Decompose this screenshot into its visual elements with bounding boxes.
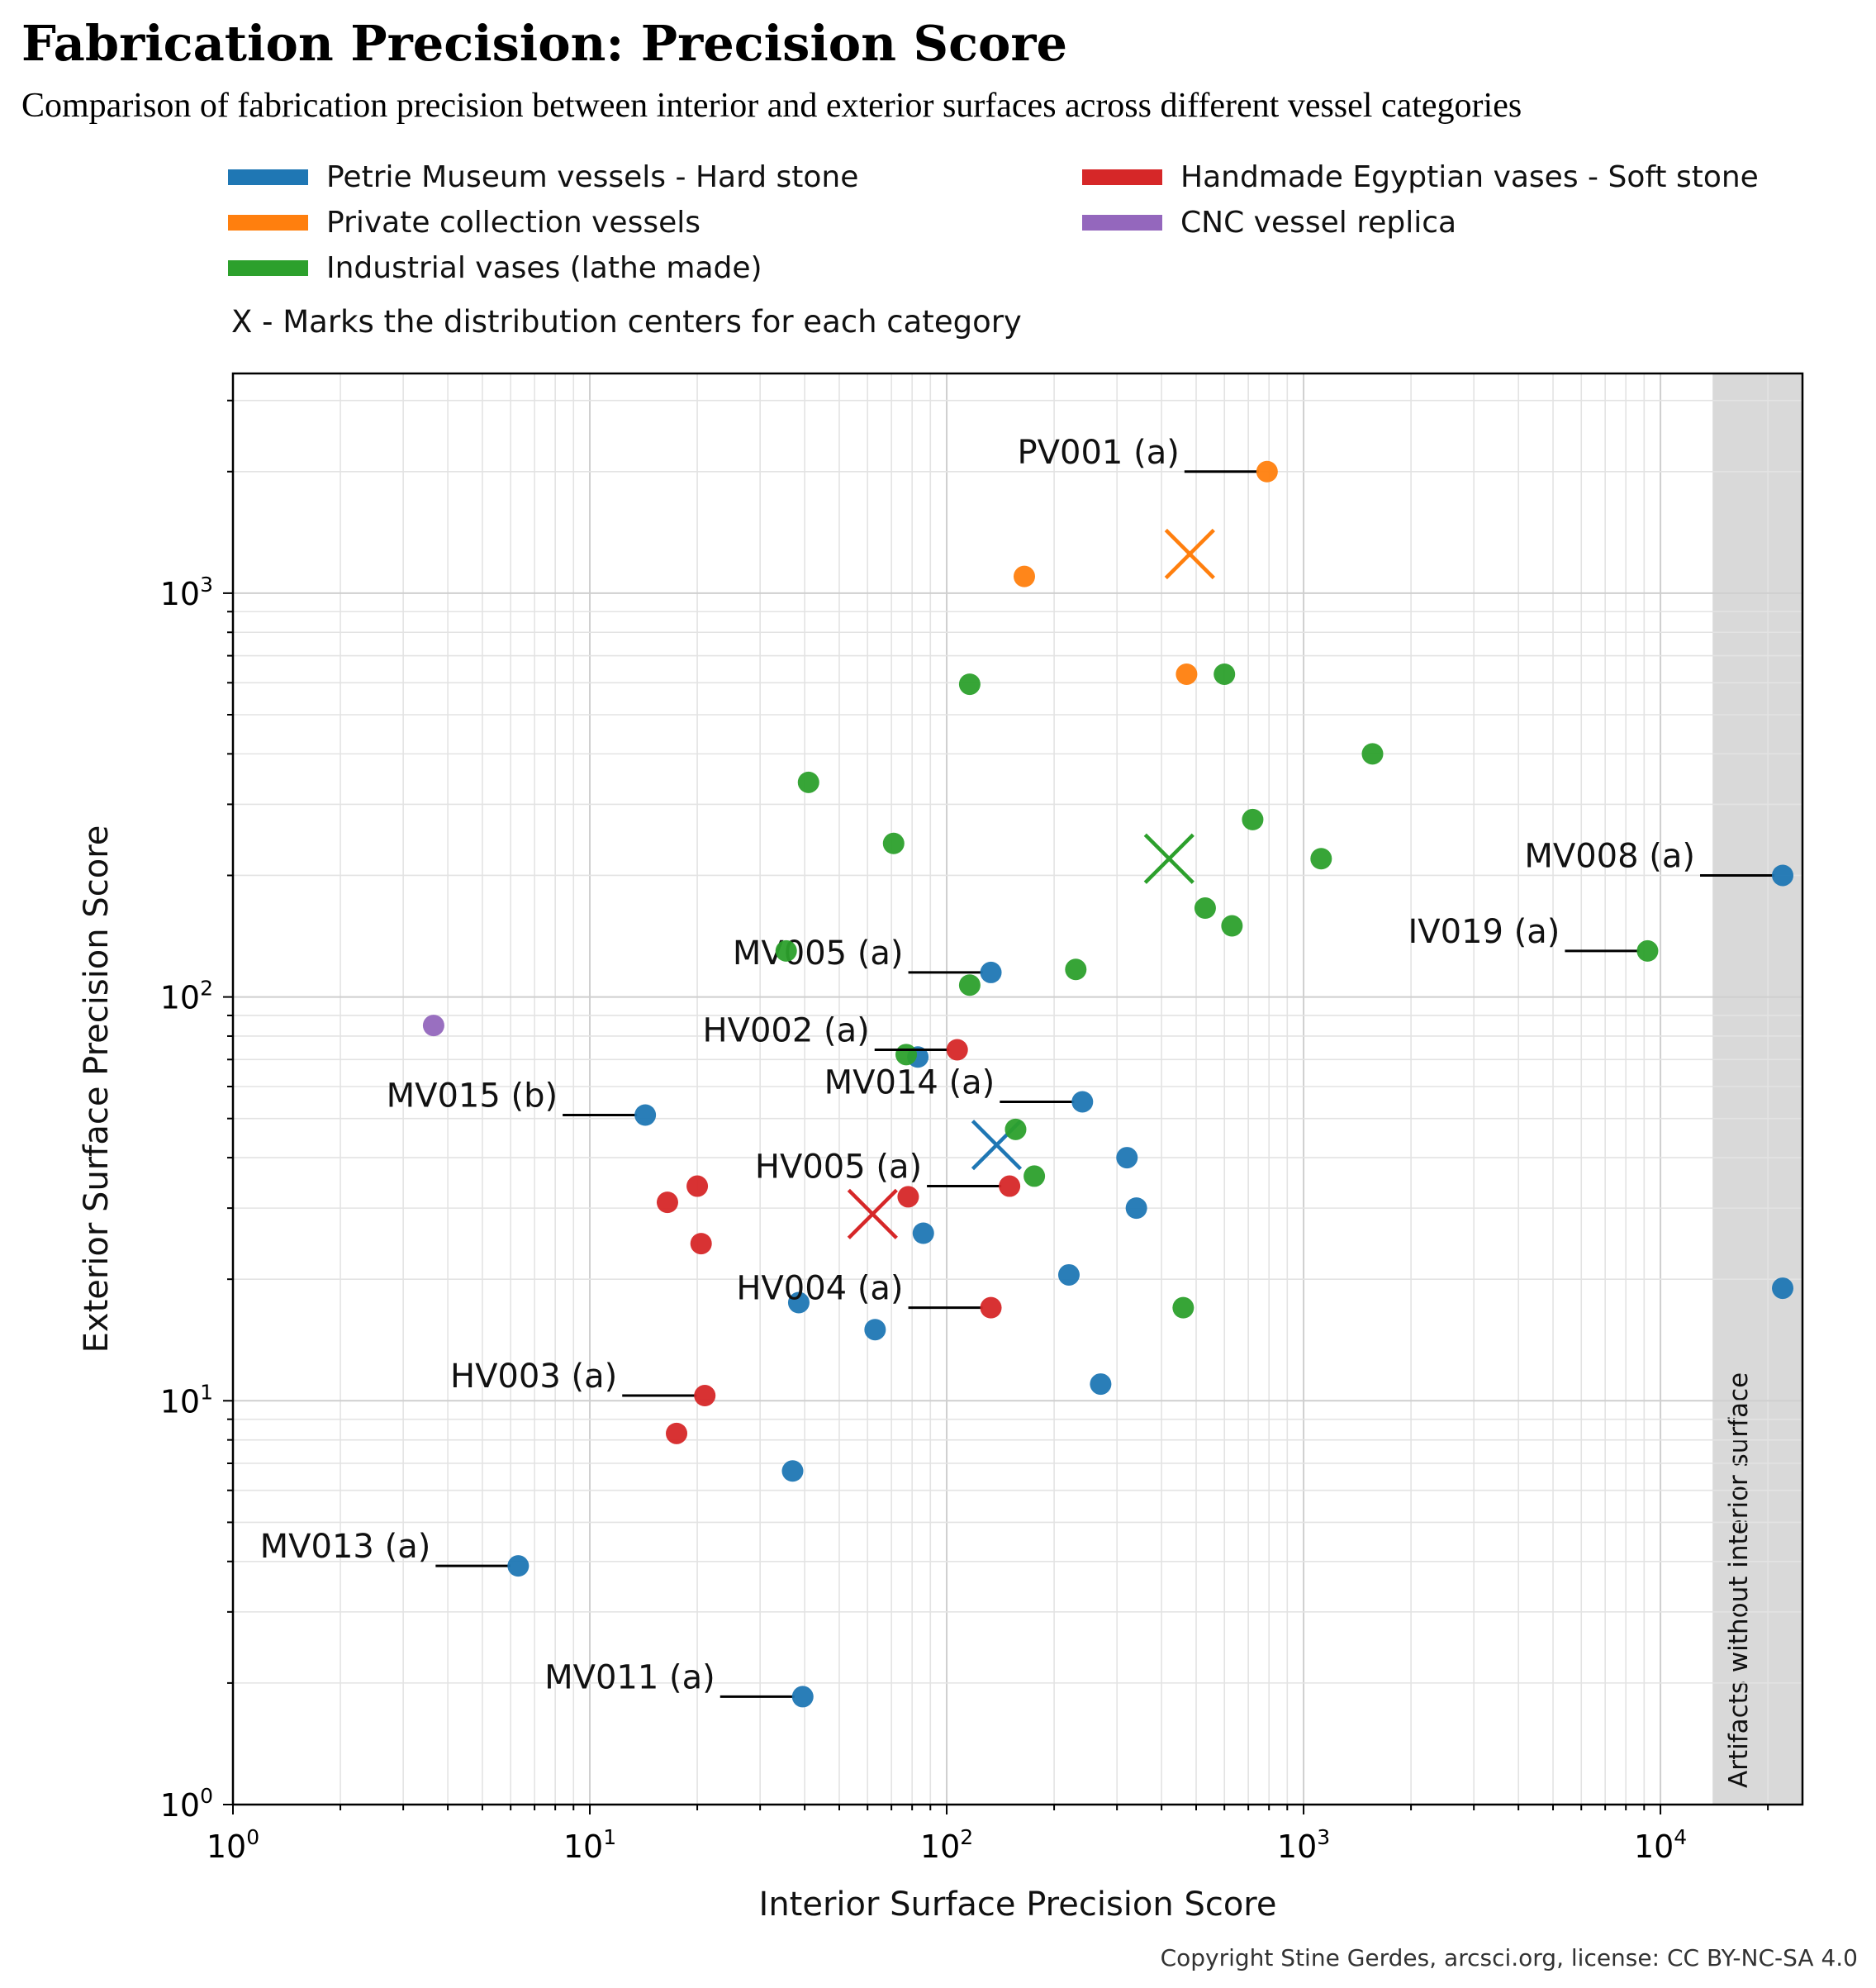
data-point	[694, 1385, 716, 1407]
point-label: HV004 (a)	[736, 1270, 903, 1308]
point-label: MV005 (a)	[733, 935, 904, 973]
point-label: MV011 (a)	[544, 1658, 715, 1696]
data-point	[882, 832, 905, 854]
legend-swatch-handmade	[1082, 169, 1162, 185]
point-label: MV015 (b)	[387, 1077, 558, 1115]
data-point	[1116, 1147, 1138, 1169]
legend-label-private: Private collection vessels	[326, 205, 701, 240]
plot-frame	[231, 372, 1804, 1806]
data-point	[666, 1422, 688, 1444]
legend-swatch-private	[228, 214, 308, 231]
data-point	[422, 1015, 444, 1037]
legend-item-petrie: Petrie Museum vessels - Hard stone	[228, 159, 859, 194]
data-point	[895, 1044, 918, 1066]
point-label: HV003 (a)	[450, 1358, 617, 1396]
data-point	[1213, 663, 1236, 685]
x-tick-label: 101	[563, 1825, 616, 1865]
center-marker	[1164, 528, 1215, 580]
y-axis-label: Exterior Surface Precision Score	[78, 825, 116, 1353]
data-point	[1194, 897, 1216, 920]
point-label: MV013 (a)	[260, 1528, 431, 1566]
data-point	[999, 1175, 1021, 1197]
data-point	[1125, 1197, 1147, 1220]
data-point	[980, 1296, 1002, 1319]
x-tick-label: 102	[920, 1825, 973, 1865]
data-point	[1256, 460, 1278, 483]
data-point	[797, 771, 819, 793]
legend-swatch-cnc	[1082, 214, 1162, 231]
data-point	[1361, 743, 1384, 765]
data-point	[1242, 808, 1264, 830]
y-tick-label: 101	[160, 1380, 213, 1420]
data-point	[1636, 939, 1659, 962]
data-point	[787, 1291, 810, 1314]
data-point	[686, 1175, 709, 1197]
data-point	[1004, 1118, 1027, 1140]
chart-title: Fabrication Precision: Precision Score	[21, 15, 1068, 72]
legend-label-handmade: Handmade Egyptian vases - Soft stone	[1180, 159, 1759, 194]
data-point	[507, 1555, 530, 1577]
data-point	[1772, 864, 1794, 887]
data-point	[1172, 1296, 1194, 1319]
data-point	[864, 1319, 886, 1341]
legend-swatch-petrie	[228, 169, 308, 185]
legend-item-private: Private collection vessels	[228, 205, 701, 240]
no-interior-band-label: Artifacts without interior surface	[1724, 1372, 1754, 1788]
data-point	[912, 1222, 934, 1244]
legend-item-cnc: CNC vessel replica	[1082, 205, 1457, 240]
data-point	[1772, 1277, 1794, 1300]
legend-label-petrie: Petrie Museum vessels - Hard stone	[326, 159, 859, 194]
copyright-notice: Copyright Stine Gerdes, arcsci.org, lice…	[1160, 1944, 1858, 1971]
x-tick-label: 103	[1277, 1825, 1330, 1865]
data-point	[897, 1186, 919, 1208]
data-point	[690, 1233, 712, 1255]
legend-note: X - Marks the distribution centers for e…	[231, 304, 1022, 340]
x-axis-label: Interior Surface Precision Score	[759, 1886, 1277, 1924]
center-marker	[1143, 833, 1194, 884]
data-point	[1065, 958, 1087, 981]
data-point	[980, 961, 1002, 983]
y-tick-label: 103	[160, 573, 213, 612]
point-label: MV008 (a)	[1524, 837, 1695, 875]
data-point	[946, 1039, 968, 1061]
legend-item-industrial: Industrial vases (lathe made)	[228, 250, 762, 285]
legend-label-industrial: Industrial vases (lathe made)	[326, 250, 762, 285]
data-point	[781, 1460, 804, 1482]
legend-label-cnc: CNC vessel replica	[1180, 205, 1457, 240]
data-point	[791, 1686, 814, 1708]
data-point	[1013, 565, 1035, 587]
data-point	[1175, 663, 1198, 685]
point-label: MV014 (a)	[824, 1063, 995, 1101]
x-tick-label: 100	[207, 1825, 259, 1865]
data-point	[1090, 1373, 1112, 1396]
center-marker	[847, 1188, 898, 1239]
data-point	[656, 1191, 678, 1214]
chart-subtitle: Comparison of fabrication precision betw…	[21, 87, 1522, 125]
point-label: PV001 (a)	[1018, 434, 1180, 472]
legend-item-handmade: Handmade Egyptian vases - Soft stone	[1082, 159, 1759, 194]
data-point	[958, 673, 981, 696]
point-label: IV019 (a)	[1408, 913, 1560, 951]
legend-swatch-industrial	[228, 259, 308, 276]
x-tick-label: 104	[1634, 1825, 1687, 1865]
data-point	[1057, 1263, 1080, 1286]
data-point	[1310, 848, 1332, 870]
data-point	[958, 974, 981, 996]
data-point	[1023, 1165, 1046, 1187]
point-label: HV002 (a)	[703, 1011, 870, 1049]
y-tick-label: 100	[160, 1784, 213, 1824]
point-label: HV005 (a)	[755, 1149, 922, 1187]
data-point	[1221, 915, 1243, 937]
data-point	[634, 1104, 657, 1126]
data-point	[1071, 1091, 1094, 1113]
data-point	[775, 939, 797, 962]
y-tick-label: 102	[160, 977, 213, 1016]
